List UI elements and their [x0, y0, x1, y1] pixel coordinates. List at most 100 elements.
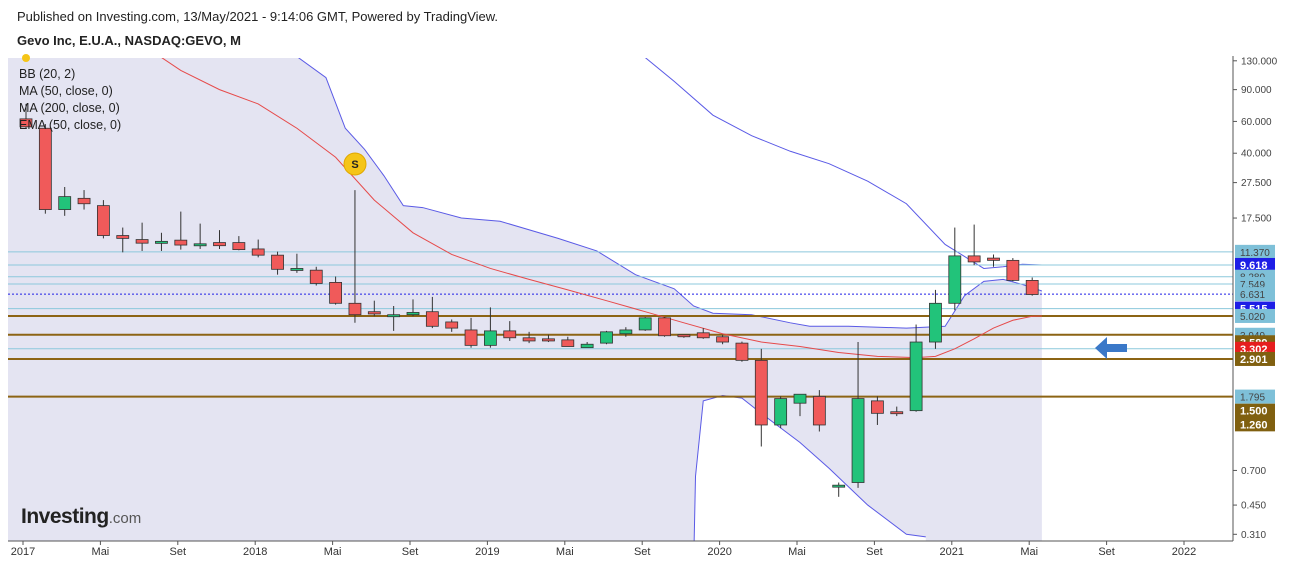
price-tags: 11.3709.6188.2807.5496.6315.5155.0203.94… [1235, 244, 1275, 432]
candle-body [929, 302, 942, 343]
candle [909, 324, 923, 412]
candle [600, 330, 613, 345]
candle [716, 334, 729, 345]
candles [19, 103, 1039, 497]
candle-body [561, 339, 575, 347]
candle [793, 393, 807, 417]
candle [890, 406, 904, 417]
legend-item-ma50[interactable]: MA (50, close, 0) [19, 84, 113, 98]
price-tag-label: 7.549 [1240, 280, 1265, 291]
signal-marker-label: S [351, 159, 358, 171]
x-tick-label: 2019 [475, 546, 499, 558]
price-tag-bg [1235, 257, 1275, 272]
candle-body [1006, 259, 1020, 281]
x-tick-label: Mai [788, 546, 806, 558]
candle [619, 327, 633, 337]
y-tick-label: 0.700 [1241, 466, 1266, 477]
arrow-left-icon [1095, 337, 1127, 359]
price-tag-bg [1235, 403, 1275, 418]
candle-body [677, 334, 691, 338]
x-tick-label: Set [402, 546, 419, 558]
candle-body [716, 336, 729, 343]
candle-body [774, 398, 788, 426]
candle-body [522, 337, 536, 342]
candle [987, 254, 1000, 267]
x-tick-label: Mai [324, 546, 342, 558]
candle [1006, 258, 1020, 282]
candle-body [909, 341, 923, 412]
candle-body [77, 197, 91, 205]
candle-body [19, 118, 33, 128]
x-tick-label: 2018 [243, 546, 267, 558]
price-tag-label: 9.618 [1240, 260, 1268, 272]
candle-body [58, 196, 72, 210]
axes: 130.000 90.000 60.000 40.000 27.500 17.500 0.7… [8, 56, 1278, 558]
logo-suffix: .com [108, 510, 142, 527]
candle-body [658, 317, 671, 337]
price-tag: 1.795 [1235, 389, 1275, 404]
legend-item-ma200[interactable]: MA (200, close, 0) [19, 101, 120, 115]
candle [522, 331, 536, 344]
candle-body [38, 127, 52, 210]
price-tag: 2.901 [1235, 351, 1275, 366]
candle-body [251, 248, 265, 256]
candle-body [832, 484, 846, 488]
candle-body [793, 393, 807, 404]
candle [387, 305, 401, 331]
candle [309, 266, 323, 286]
candle-body [329, 282, 343, 304]
candle [58, 186, 72, 216]
y-tick-label: 0.310 [1241, 530, 1266, 541]
legend-item-ema50[interactable]: EMA (50, close, 0) [19, 118, 122, 132]
candle-body [271, 254, 284, 270]
indicator-legend: BB (20, 2) MA (50, close, 0) MA (200, cl… [19, 66, 121, 134]
chart-title: Gevo Inc, E.U.A., NASDAQ:GEVO, M [17, 33, 241, 48]
candle [658, 317, 671, 337]
candle-body [1025, 280, 1039, 295]
candle-body [348, 302, 362, 316]
x-tick-label: Set [634, 546, 651, 558]
candle-body [155, 240, 168, 244]
candle-body [812, 395, 826, 426]
candle [871, 396, 884, 425]
price-tag: 11.370 [1235, 244, 1275, 259]
x-tick-label: Set [170, 546, 187, 558]
bollinger-upper-clear [635, 58, 1042, 269]
candle [774, 396, 788, 429]
signal-marker-circle [343, 152, 367, 176]
candle [929, 289, 942, 349]
legend-item-bb[interactable]: BB (20, 2) [19, 67, 76, 81]
candle-body [309, 269, 323, 284]
candle-body [542, 338, 555, 342]
price-tag-label: 2.901 [1240, 354, 1268, 366]
price-tag-bg [1235, 308, 1275, 323]
candle [948, 227, 962, 311]
arrow-left-icon-shape [1095, 337, 1127, 359]
candle [483, 307, 497, 348]
candle-body [600, 331, 613, 344]
candle [425, 296, 439, 329]
bollinger-bands [8, 58, 1043, 541]
price-tag: 1.260 [1235, 417, 1275, 432]
candle [271, 251, 284, 275]
candle [348, 190, 362, 323]
candle [542, 334, 555, 343]
candle-body [193, 243, 207, 247]
candle-body [445, 321, 459, 329]
price-tag-label: 5.020 [1240, 312, 1265, 323]
price-tag: 1.500 [1235, 403, 1275, 418]
candle [638, 317, 652, 331]
candle [174, 211, 188, 250]
price-tag-bg [1235, 389, 1275, 404]
candle [251, 239, 265, 258]
x-tick-label: Mai [92, 546, 110, 558]
candle-body [890, 411, 904, 415]
candle-body [483, 330, 497, 346]
candle-body [696, 332, 710, 339]
x-tick-label: 2021 [940, 546, 964, 558]
candle-body [213, 242, 226, 247]
investing-logo: Investing.com [21, 505, 141, 529]
x-tick-label: Set [1098, 546, 1115, 558]
candle-body [290, 268, 304, 271]
